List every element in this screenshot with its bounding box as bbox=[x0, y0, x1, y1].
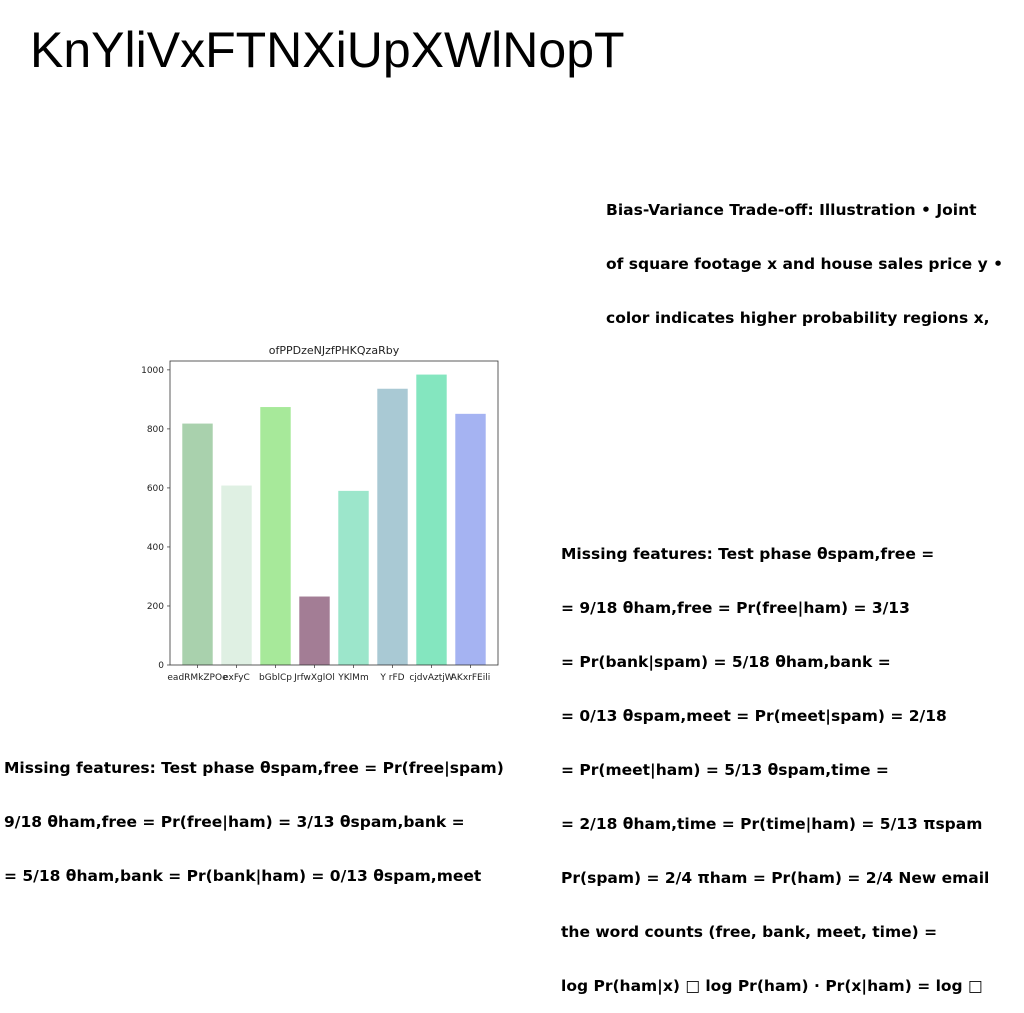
y-tick-label: 0 bbox=[158, 661, 164, 671]
text-line: log Pr(ham|x) □ log Pr(ham) · Pr(x|ham) … bbox=[561, 977, 983, 995]
x-tick-label: cjdvAztjW bbox=[409, 673, 453, 683]
text-line: = Pr(meet|ham) = 5/13 θspam,time = bbox=[561, 761, 889, 779]
x-tick-label: bGblCp bbox=[259, 673, 292, 683]
text-line: color indicates higher probability regio… bbox=[606, 309, 990, 327]
y-tick-label: 800 bbox=[147, 425, 164, 435]
bar bbox=[221, 485, 252, 665]
text-line: 9/18 θham,free = Pr(free|ham) = 3/13 θsp… bbox=[4, 813, 465, 831]
x-tick-label: YKlMm bbox=[337, 673, 368, 683]
y-tick-label: 400 bbox=[147, 543, 164, 553]
text-line: Pr(spam) = 2/4 πham = Pr(ham) = 2/4 New … bbox=[561, 869, 990, 887]
y-tick-label: 1000 bbox=[141, 366, 164, 376]
text-line: = Pr(bank|spam) = 5/18 θham,bank = bbox=[561, 653, 891, 671]
text-line: = 9/18 θham,free = Pr(free|ham) = 3/13 bbox=[561, 599, 910, 617]
text-line: Bias-Variance Trade-off: Illustration • … bbox=[606, 201, 977, 219]
bar bbox=[377, 388, 408, 665]
plot-frame bbox=[169, 360, 499, 666]
bias-variance-paragraph: Bias-Variance Trade-off: Illustration • … bbox=[606, 165, 1003, 345]
text-line: Missing features: Test phase θspam,free … bbox=[561, 545, 935, 563]
missing-features-paragraph-right: Missing features: Test phase θspam,free … bbox=[561, 509, 989, 1013]
text-line: of square footage x and house sales pric… bbox=[606, 255, 1003, 273]
bar bbox=[338, 490, 369, 665]
missing-features-paragraph-bottom: Missing features: Test phase θspam,free … bbox=[4, 723, 504, 903]
text-line: = 0/13 θspam,meet = Pr(meet|spam) = 2/18 bbox=[561, 707, 947, 725]
text-line: the word counts (free, bank, meet, time)… bbox=[561, 923, 938, 941]
x-tick-label: Y rFD bbox=[379, 673, 404, 683]
bar bbox=[299, 596, 330, 665]
bar bbox=[416, 374, 447, 665]
x-tick-label: AKxrFEili bbox=[451, 673, 490, 683]
text-line: = 5/18 θham,bank = Pr(bank|ham) = 0/13 θ… bbox=[4, 867, 482, 885]
text-line: Missing features: Test phase θspam,free … bbox=[4, 759, 504, 777]
y-tick-label: 600 bbox=[147, 484, 164, 494]
bar bbox=[455, 413, 486, 665]
bar bbox=[182, 423, 213, 665]
bar bbox=[260, 407, 291, 665]
text-line: = 2/18 θham,time = Pr(time|ham) = 5/13 π… bbox=[561, 815, 983, 833]
page-title: KnYliVxFTNXiUpXWlNopT bbox=[30, 22, 625, 78]
x-tick-label: JrfwXglOl bbox=[293, 673, 335, 683]
x-tick-label: eadRMkZPOe bbox=[167, 673, 228, 683]
y-tick-label: 200 bbox=[147, 602, 164, 612]
chart-title: ofPPDzeNJzfPHKQzaRby bbox=[269, 344, 400, 357]
x-tick-label: exFyC bbox=[223, 673, 250, 683]
